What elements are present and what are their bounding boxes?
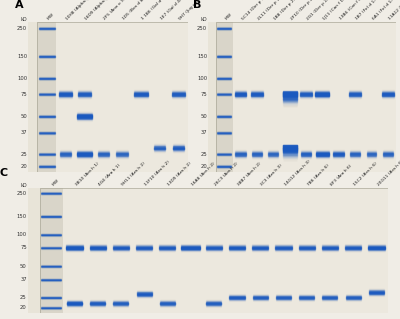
Text: 250: 250 (17, 191, 27, 196)
Text: 20G11 (Ara h 6): 20G11 (Ara h 6) (376, 160, 400, 187)
Bar (314, 22, 331, 172)
Text: kD: kD (20, 183, 27, 189)
Text: 13B6 (Can f 6): 13B6 (Can f 6) (339, 0, 364, 21)
Text: 50: 50 (200, 114, 207, 119)
Bar (132, 188, 156, 313)
Bar (232, 22, 249, 172)
Text: 150: 150 (197, 54, 207, 59)
Text: 20: 20 (200, 164, 207, 169)
Text: MW: MW (51, 178, 60, 187)
Bar (249, 22, 265, 172)
Text: MW: MW (47, 12, 55, 21)
Text: MW: MW (224, 12, 233, 21)
Text: C: C (0, 168, 7, 178)
Bar (282, 22, 298, 172)
Text: 3C3 (Ara h 3): 3C3 (Ara h 3) (260, 164, 284, 187)
Text: 37: 37 (200, 130, 207, 135)
Text: kD: kD (200, 17, 207, 22)
Bar (56, 22, 75, 172)
Bar (295, 188, 318, 313)
Text: 75: 75 (20, 245, 27, 250)
Bar (179, 188, 202, 313)
Text: 14G12 (Ara h 3): 14G12 (Ara h 3) (284, 160, 311, 187)
Text: 9H7 (Jug r 1): 9H7 (Jug r 1) (178, 0, 201, 21)
Text: 150: 150 (17, 214, 27, 219)
Text: 26C3 (Ara h 2): 26C3 (Ara h 2) (214, 162, 239, 187)
Text: 7B6 (Ara h 6): 7B6 (Ara h 6) (307, 164, 330, 187)
Bar (40, 188, 63, 313)
Text: 3B10 (Ara h 1): 3B10 (Ara h 1) (74, 162, 100, 187)
Text: B: B (193, 0, 201, 10)
Bar (94, 22, 113, 172)
Text: 100: 100 (197, 76, 207, 81)
Bar (298, 22, 314, 172)
Text: 16A8 (Ara h 2): 16A8 (Ara h 2) (190, 162, 216, 187)
Bar (109, 188, 132, 313)
Text: 2G1 (Der p 2): 2G1 (Der p 2) (306, 0, 330, 21)
Bar (342, 188, 365, 313)
Bar (150, 22, 169, 172)
Bar (216, 22, 232, 172)
Text: 16D9 (Alpha-gal): 16D9 (Alpha-gal) (84, 0, 114, 21)
Text: 10H8 (Alpha-gal): 10H8 (Alpha-gal) (66, 0, 95, 21)
Text: 13D9 (Ara h 2): 13D9 (Ara h 2) (167, 162, 193, 187)
Text: 1J11 (Can f 1): 1J11 (Can f 1) (322, 0, 346, 21)
Text: A: A (15, 0, 24, 10)
Text: 6A1 (Fel d 1): 6A1 (Fel d 1) (372, 0, 394, 21)
Bar (347, 22, 363, 172)
Text: 20: 20 (20, 164, 27, 169)
Text: 250: 250 (17, 26, 27, 31)
Text: 25: 25 (200, 152, 207, 157)
Bar (86, 188, 109, 313)
Bar (169, 22, 188, 172)
Bar (331, 22, 347, 172)
Text: 100: 100 (17, 232, 27, 237)
Text: 37: 37 (20, 130, 27, 135)
Text: 1E7 (Gal d 4): 1E7 (Gal d 4) (160, 0, 183, 21)
Text: 20: 20 (20, 305, 27, 310)
Text: 50: 50 (20, 264, 27, 269)
Text: 2L11 (Der p 1): 2L11 (Der p 1) (257, 0, 282, 21)
Text: 250: 250 (197, 26, 207, 31)
Bar (202, 188, 226, 313)
Text: 8F3 (Ara h 6): 8F3 (Ara h 6) (330, 164, 353, 187)
Text: 150: 150 (17, 54, 27, 59)
Bar (113, 22, 132, 172)
Bar (132, 22, 150, 172)
Bar (365, 188, 388, 313)
Text: 15C2 (Ara h 6): 15C2 (Ara h 6) (353, 162, 378, 187)
Text: 2F10 (Der p 2): 2F10 (Der p 2) (290, 0, 315, 21)
Bar (226, 188, 249, 313)
Text: 50: 50 (20, 114, 27, 119)
Text: 2F5 (Ana o 3): 2F5 (Ana o 3) (103, 0, 127, 21)
Text: 1B8 (Der p 2): 1B8 (Der p 2) (273, 0, 297, 21)
Bar (38, 22, 56, 172)
Text: 1D5 (Bos d 8): 1D5 (Bos d 8) (122, 0, 146, 21)
Text: 38B7 (Ara h 2): 38B7 (Ara h 2) (237, 162, 262, 187)
Text: kD: kD (20, 17, 27, 22)
Text: 1 1B6 (Gal d 2): 1 1B6 (Gal d 2) (141, 0, 167, 21)
Text: 4G4 (Ara h 1): 4G4 (Ara h 1) (98, 163, 121, 187)
Bar (63, 188, 86, 313)
Text: 9H11 (Ara h 2): 9H11 (Ara h 2) (121, 162, 146, 187)
Text: 37: 37 (20, 278, 27, 282)
Bar (75, 22, 94, 172)
Text: 100: 100 (17, 76, 27, 81)
Bar (265, 22, 282, 172)
Text: 75: 75 (20, 92, 27, 97)
Text: 11F10 (Ara h 2): 11F10 (Ara h 2) (144, 160, 171, 187)
Bar (380, 22, 396, 172)
Text: 25: 25 (20, 295, 27, 300)
Bar (318, 188, 342, 313)
Bar (272, 188, 295, 313)
Bar (156, 188, 179, 313)
Bar (363, 22, 380, 172)
Text: 25: 25 (20, 152, 27, 157)
Bar (249, 188, 272, 313)
Text: 5C14 (Der p 1): 5C14 (Der p 1) (241, 0, 266, 21)
Text: 1B7 (Fel d 1): 1B7 (Fel d 1) (355, 0, 378, 21)
Text: 11A12 (Fel d 1): 11A12 (Fel d 1) (388, 0, 400, 21)
Text: 75: 75 (200, 92, 207, 97)
